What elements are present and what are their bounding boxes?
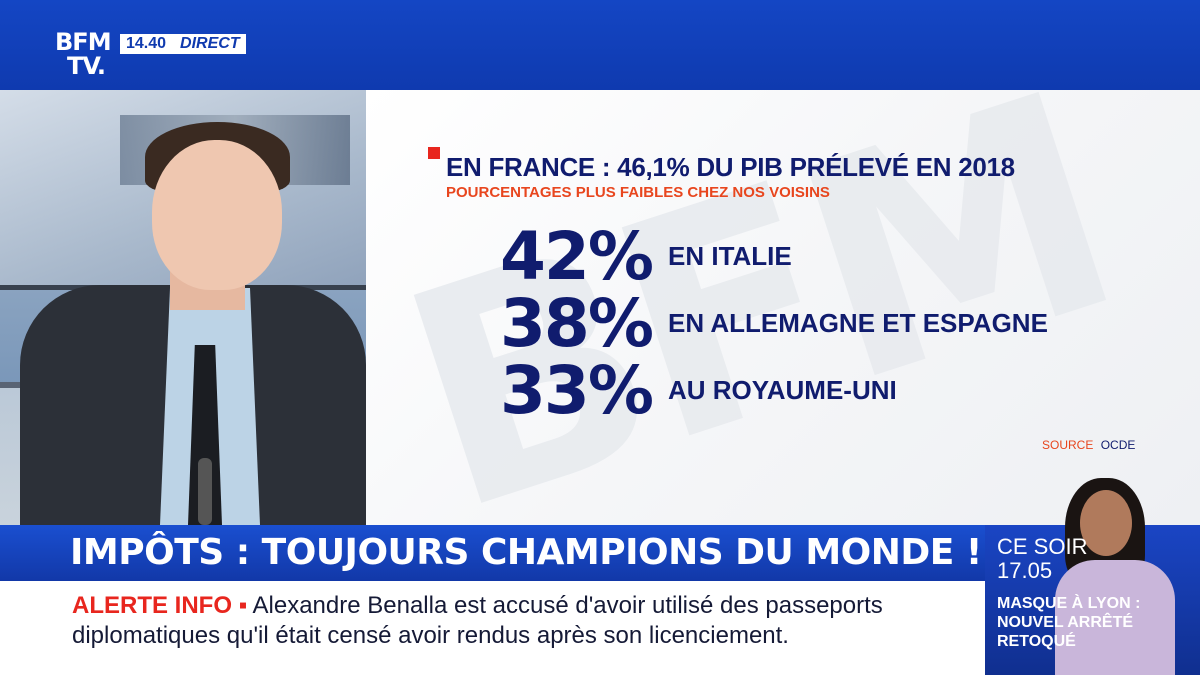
stat-row: 38% EN ALLEMAGNE ET ESPAGNE <box>500 285 1048 362</box>
logo-line2: TV. <box>67 52 106 80</box>
channel-logo: BFM TV. <box>55 28 112 80</box>
stat-row: 42% EN ITALIE <box>500 218 792 295</box>
stat-value: 33% <box>500 352 654 429</box>
promo-schedule: CE SOIR 17.05 <box>997 535 1087 583</box>
stat-label: AU ROYAUME-UNI <box>668 375 897 405</box>
promo-presenter-photo <box>1055 478 1175 675</box>
graphic-subline: POURCENTAGES PLUS FAIBLES CHEZ NOS VOISI… <box>446 184 830 201</box>
source-value: OCDE <box>1100 438 1136 452</box>
info-graphic: BFM EN FRANCE : 46,1% DU PIB PRÉLEVÉ EN … <box>366 90 1200 525</box>
logo-line1: BFM <box>55 28 112 56</box>
alert-label: ALERTE INFO ▪ <box>72 592 248 619</box>
source-label: SOURCE <box>1042 438 1094 452</box>
graphic-headline: EN FRANCE : 46,1% DU PIB PRÉLEVÉ EN 2018 <box>446 152 1015 182</box>
live-badge: 14.40 DIRECT <box>120 34 246 54</box>
source-credit: SOURCE OCDE <box>1042 438 1135 452</box>
headline-banner: IMPÔTS : TOUJOURS CHAMPIONS DU MONDE ! <box>0 525 985 581</box>
presenter <box>0 90 366 525</box>
promo-time: 17.05 <box>997 558 1053 583</box>
top-bar: BFM TV. 14.40 DIRECT <box>0 0 1200 90</box>
red-square-marker <box>428 147 440 159</box>
ticker-message: Alexandre Benalla est accusé d'avoir uti… <box>72 592 883 649</box>
promo-when: CE SOIR <box>997 534 1088 559</box>
promo-title: MASQUE À LYON : NOUVEL ARRÊTÉ RETOQUÉ <box>997 595 1141 650</box>
banner-title: IMPÔTS : TOUJOURS CHAMPIONS DU MONDE ! <box>70 532 982 573</box>
stat-value: 38% <box>500 285 654 362</box>
stat-row: 33% AU ROYAUME-UNI <box>500 352 897 429</box>
clock-time: 14.40 <box>126 35 167 52</box>
microphone <box>198 458 212 525</box>
live-label: DIRECT <box>180 35 240 52</box>
ticker-text: ALERTE INFO ▪ Alexandre Benalla est accu… <box>72 591 977 651</box>
news-ticker: ALERTE INFO ▪ Alexandre Benalla est accu… <box>0 581 985 675</box>
stat-value: 42% <box>500 218 654 295</box>
stat-label: EN ALLEMAGNE ET ESPAGNE <box>668 308 1048 338</box>
stat-label: EN ITALIE <box>668 241 792 271</box>
